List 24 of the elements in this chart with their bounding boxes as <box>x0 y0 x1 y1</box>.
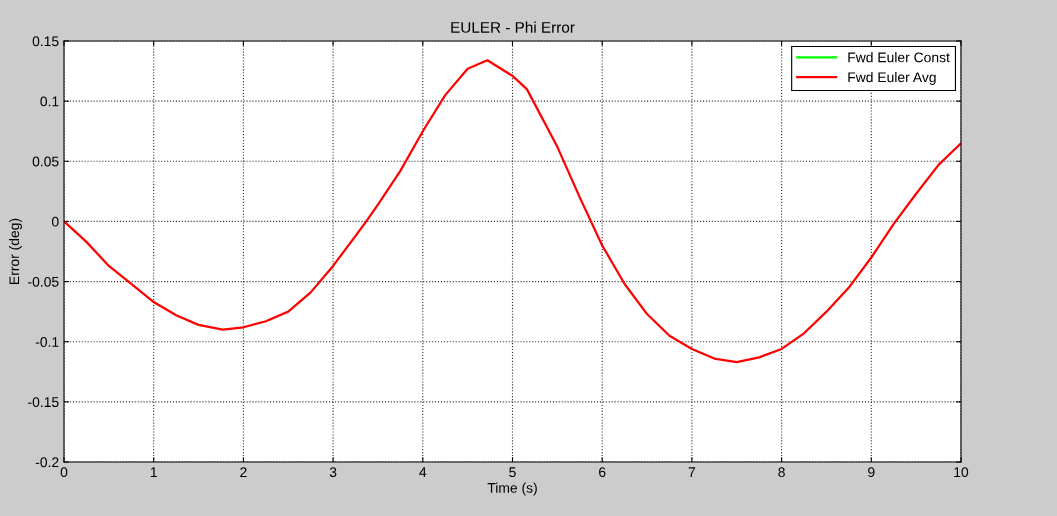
y-tick-label: -0.15 <box>28 397 59 408</box>
y-tick-label: 0.05 <box>32 156 59 167</box>
y-tick-label: 0.1 <box>40 96 59 107</box>
x-tick-label: 8 <box>778 467 785 478</box>
x-tick-label: 2 <box>240 467 247 477</box>
y-tick-label: -0.1 <box>35 337 59 347</box>
y-axis-title: Error (deg) <box>8 218 22 284</box>
y-tick-label: -0.05 <box>28 276 59 287</box>
x-tick-label: 6 <box>599 467 606 478</box>
x-tick-label: 9 <box>868 467 875 478</box>
x-axis-title: Time (s) <box>487 482 537 496</box>
chart-title: EULER - Phi Error <box>451 21 575 33</box>
x-tick-label: 3 <box>329 467 337 478</box>
x-tick-label: 0 <box>60 467 68 478</box>
y-tick-label: 0.15 <box>32 36 59 47</box>
x-tick-label: 1 <box>150 467 157 477</box>
y-tick-label: -0.2 <box>35 457 59 468</box>
legend-label: Fwd Euler Const <box>848 52 950 63</box>
legend-label: Fwd Euler Avg <box>848 72 936 85</box>
x-tick-label: 7 <box>688 467 696 477</box>
x-tick-label: 5 <box>509 467 516 478</box>
x-tick-label: 4 <box>419 467 427 477</box>
x-tick-label: 10 <box>954 467 969 478</box>
y-tick-label: 0 <box>51 216 59 227</box>
